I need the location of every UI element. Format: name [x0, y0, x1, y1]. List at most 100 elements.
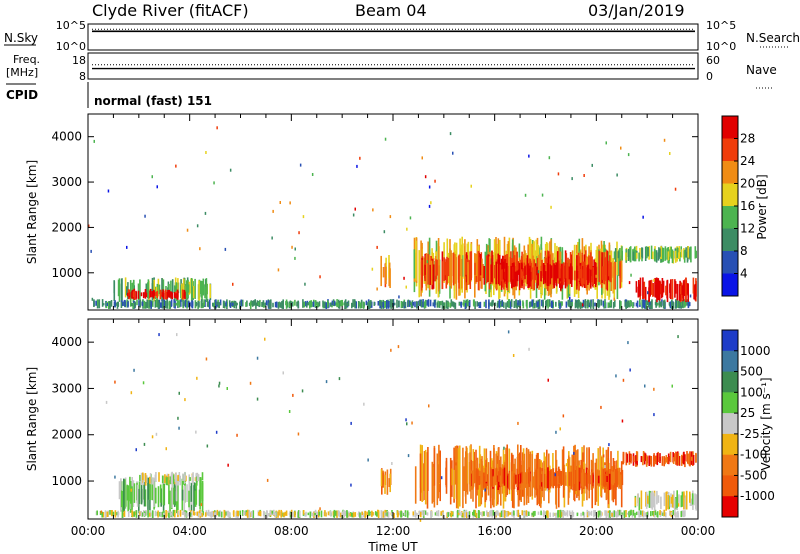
data-streak	[278, 509, 280, 516]
data-streak	[98, 299, 101, 309]
data-streak	[491, 250, 493, 282]
data-streak	[177, 300, 180, 306]
scatter-point	[663, 138, 666, 142]
data-streak	[129, 484, 132, 504]
data-streak	[687, 246, 689, 258]
data-streak	[650, 492, 652, 509]
data-streak	[143, 512, 146, 517]
data-streak	[686, 299, 688, 306]
data-streak	[344, 510, 347, 516]
data-streak	[620, 264, 623, 279]
data-streak	[583, 261, 585, 285]
data-streak	[582, 511, 584, 516]
scatter-point	[666, 491, 668, 495]
data-streak	[636, 451, 639, 461]
data-streak	[528, 269, 530, 288]
data-streak	[533, 471, 536, 489]
data-streak	[650, 456, 653, 467]
scatter-point	[205, 151, 207, 154]
data-streak	[443, 302, 446, 309]
data-streak	[384, 474, 386, 494]
data-streak	[320, 510, 323, 518]
scatter-point	[644, 384, 646, 388]
data-streak	[114, 510, 117, 518]
data-streak	[507, 241, 510, 283]
data-streak	[678, 494, 680, 504]
data-streak	[546, 475, 548, 490]
time-tick-label: 04:00	[172, 524, 207, 538]
data-streak	[117, 301, 119, 307]
data-streak	[644, 513, 647, 517]
data-streak	[453, 469, 456, 499]
data-streak	[640, 510, 642, 515]
data-streak	[565, 472, 567, 486]
data-streak	[604, 462, 606, 493]
data-streak	[218, 511, 220, 517]
data-streak	[468, 302, 471, 307]
scatter-point	[130, 391, 133, 395]
scatter-point	[200, 503, 203, 507]
data-streak	[655, 250, 658, 263]
data-streak	[402, 512, 405, 516]
data-streak	[549, 512, 551, 518]
data-streak	[646, 300, 649, 306]
data-streak	[610, 512, 612, 518]
data-streak	[519, 300, 522, 306]
data-streak	[302, 299, 304, 308]
data-streak	[549, 264, 551, 280]
data-streak	[445, 461, 448, 488]
scatter-point	[546, 488, 549, 492]
data-streak	[198, 302, 200, 308]
data-streak	[633, 456, 635, 463]
scatter-point	[199, 247, 201, 251]
data-streak	[112, 511, 115, 517]
data-streak	[513, 476, 515, 490]
data-streak	[336, 299, 338, 308]
data-streak	[190, 482, 193, 511]
data-streak	[591, 256, 593, 277]
data-streak	[569, 271, 572, 281]
data-streak	[528, 511, 530, 516]
data-streak	[556, 251, 559, 279]
data-streak	[478, 476, 481, 486]
data-streak	[532, 476, 535, 488]
scatter-point	[613, 297, 615, 301]
data-streak	[571, 454, 573, 487]
data-streak	[495, 261, 498, 285]
scatter-point	[133, 368, 135, 372]
data-streak	[129, 299, 132, 307]
data-streak	[592, 299, 594, 308]
data-streak	[501, 469, 504, 484]
data-streak	[661, 456, 664, 466]
data-streak	[617, 470, 619, 485]
data-streak	[171, 479, 173, 509]
data-streak	[515, 474, 517, 484]
data-streak	[172, 487, 175, 505]
data-streak	[670, 512, 673, 515]
data-streak	[588, 447, 590, 491]
data-streak	[644, 246, 647, 261]
data-streak	[587, 264, 590, 284]
data-streak	[669, 246, 672, 257]
data-streak	[685, 490, 688, 510]
data-streak	[216, 301, 218, 306]
scatter-point	[557, 172, 560, 176]
data-streak	[601, 266, 604, 280]
data-streak	[516, 510, 518, 517]
data-streak	[460, 302, 462, 307]
data-streak	[121, 510, 124, 518]
data-streak	[629, 247, 631, 260]
data-streak	[547, 299, 549, 309]
scatter-point	[403, 276, 405, 280]
data-streak	[314, 300, 317, 308]
data-streak	[645, 246, 648, 257]
data-streak	[182, 473, 184, 481]
data-streak	[602, 300, 605, 306]
data-streak	[608, 260, 610, 277]
date-title: 03/Jan/2019	[588, 1, 685, 20]
data-streak	[479, 254, 482, 276]
colorbar-tick-label: 1000	[740, 344, 771, 358]
data-streak	[398, 300, 400, 307]
data-streak	[384, 301, 386, 309]
y-tick-label: 2000	[51, 428, 82, 442]
